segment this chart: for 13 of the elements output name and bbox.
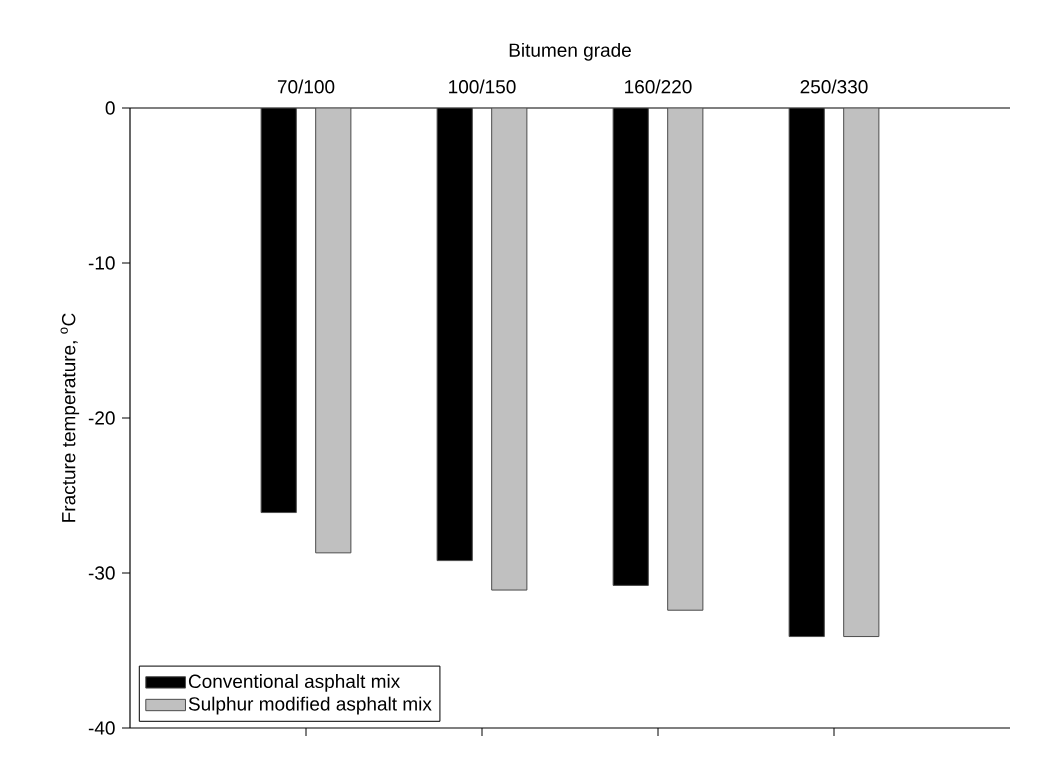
legend-label: Conventional asphalt mix <box>188 674 400 692</box>
x-tick-label: 250/330 <box>800 79 868 94</box>
y-tick-label: 0 <box>105 101 115 115</box>
x-tick-label: 100/150 <box>449 79 516 94</box>
x-tick-label: 70/100 <box>277 79 335 94</box>
y-tick-label: -20 <box>88 411 115 425</box>
y-tick-label: -40 <box>88 721 115 735</box>
x-tick-label: 160/220 <box>625 79 692 94</box>
x-axis-title: Bitumen grade <box>509 42 631 61</box>
y-tick-label: -30 <box>88 566 115 580</box>
y-tick-label: -10 <box>88 256 115 270</box>
y-axis-title: Fracture temperature, $^{o}$C <box>60 313 80 522</box>
legend-label: Sulphur modified asphalt mix <box>188 696 432 715</box>
